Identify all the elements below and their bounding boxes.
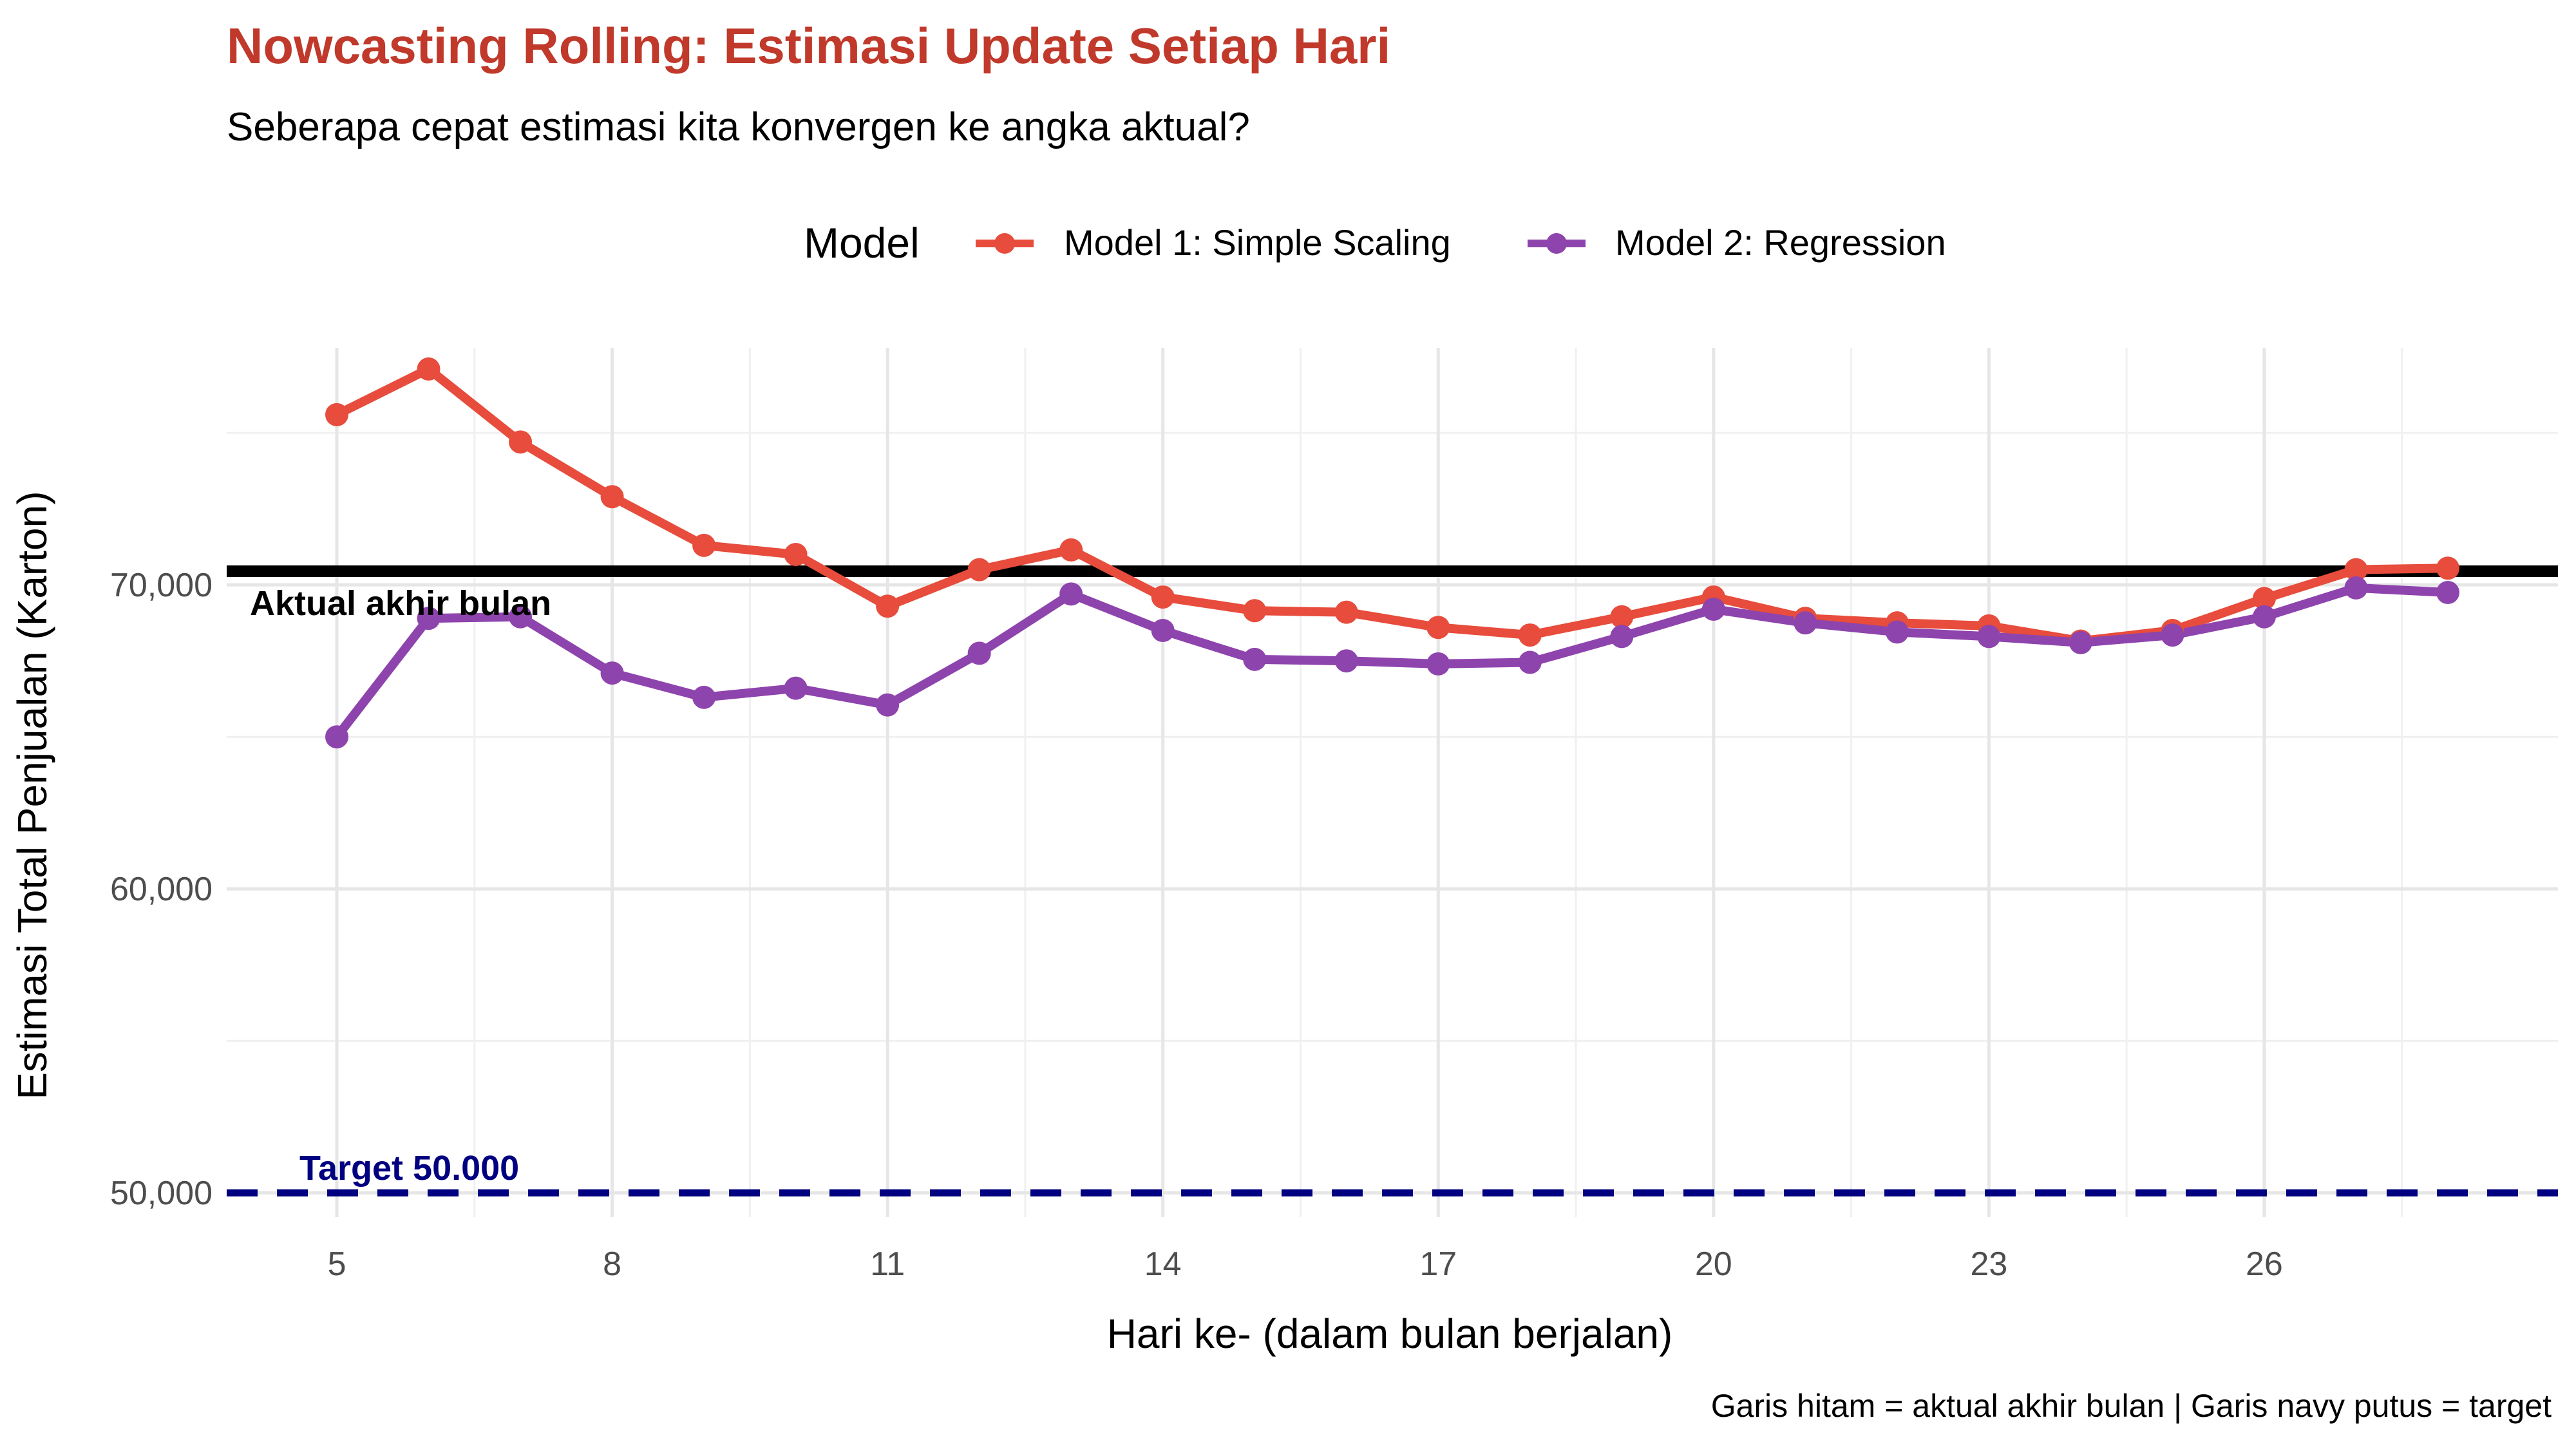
data-point-model-1 — [1334, 600, 1358, 624]
data-point-model-1 — [2344, 558, 2368, 582]
data-point-model-1 — [876, 594, 900, 618]
data-point-model-2 — [1334, 649, 1358, 673]
data-point-model-2 — [417, 607, 440, 630]
legend: Model Model 1: Simple Scaling Model 2: R… — [804, 219, 1946, 267]
data-point-model-1 — [967, 558, 991, 582]
data-point-model-2 — [1426, 652, 1450, 676]
data-point-model-2 — [1885, 620, 1909, 644]
chart-title: Nowcasting Rolling: Estimasi Update Seti… — [227, 17, 1390, 74]
data-point-model-1 — [1243, 599, 1267, 623]
data-point-model-2 — [509, 605, 533, 629]
chart-subtitle: Seberapa cepat estimasi kita konvergen k… — [227, 105, 1250, 149]
x-axis-ticks: 5 8 11 14 17 20 23 26 — [328, 1245, 2283, 1283]
data-point-model-1 — [1610, 605, 1634, 629]
data-point-model-1 — [1151, 585, 1175, 609]
data-point-model-1 — [2436, 556, 2459, 580]
data-point-model-2 — [600, 661, 624, 685]
data-point-model-2 — [1151, 618, 1175, 642]
x-tick-label: 14 — [1144, 1245, 1182, 1283]
data-point-model-2 — [1518, 650, 1542, 674]
data-point-model-2 — [2344, 576, 2368, 600]
data-point-model-2 — [1977, 625, 2001, 649]
series-lines — [332, 365, 2452, 742]
data-point-model-2 — [2161, 623, 2184, 647]
y-axis-title: Estimasi Total Penjualan (Karton) — [9, 491, 55, 1099]
series-line-model-2 — [332, 583, 2452, 742]
chart-caption: Garis hitam = aktual akhir bulan | Garis… — [1711, 1388, 2552, 1424]
data-point-model-2 — [2436, 580, 2459, 604]
legend-title: Model — [804, 219, 920, 267]
legend-key-point-model-2 — [1546, 233, 1567, 254]
x-axis-title: Hari ke- (dalam bulan berjalan) — [1107, 1311, 1673, 1357]
y-tick-label: 50,000 — [110, 1175, 213, 1212]
x-tick-label: 20 — [1695, 1245, 1732, 1283]
y-tick-label: 60,000 — [110, 871, 213, 908]
x-tick-label: 17 — [1419, 1245, 1457, 1283]
series-points — [325, 357, 2459, 749]
data-point-model-1 — [1426, 616, 1450, 639]
x-tick-label: 11 — [870, 1245, 905, 1283]
data-point-model-2 — [784, 676, 808, 700]
actual-line-label: Aktual akhir bulan — [250, 584, 551, 623]
data-point-model-1 — [784, 542, 808, 566]
data-point-model-2 — [692, 685, 716, 709]
data-point-model-2 — [967, 641, 991, 665]
grid-minor — [227, 348, 2558, 1217]
data-point-model-1 — [509, 430, 533, 454]
target-line-label: Target 50.000 — [299, 1149, 519, 1188]
series-line-model-1 — [332, 365, 2452, 646]
legend-label-model-1: Model 1: Simple Scaling — [1064, 222, 1451, 263]
data-point-model-1 — [325, 402, 349, 426]
y-axis-ticks: 50,000 60,000 70,000 — [110, 567, 213, 1212]
data-point-model-1 — [1518, 623, 1542, 647]
data-point-model-2 — [1243, 647, 1267, 671]
data-point-model-2 — [1794, 611, 1817, 635]
x-tick-label: 26 — [2246, 1245, 2283, 1283]
data-point-model-2 — [2069, 630, 2092, 654]
data-point-model-2 — [1610, 625, 1634, 649]
x-tick-label: 23 — [1970, 1245, 2007, 1283]
legend-label-model-2: Model 2: Regression — [1615, 222, 1946, 263]
data-point-model-1 — [2252, 587, 2276, 611]
data-point-model-2 — [1701, 597, 1725, 621]
y-tick-label: 70,000 — [110, 567, 213, 604]
data-point-model-2 — [325, 725, 349, 749]
data-point-model-1 — [692, 533, 716, 557]
data-point-model-1 — [1059, 538, 1083, 562]
data-point-model-1 — [600, 485, 624, 509]
data-point-model-1 — [417, 357, 440, 381]
x-tick-label: 8 — [603, 1245, 621, 1283]
data-point-model-2 — [876, 693, 900, 717]
reference-lines — [227, 565, 2558, 1197]
data-point-model-2 — [1059, 582, 1083, 606]
x-tick-label: 5 — [328, 1245, 346, 1283]
legend-key-point-model-1 — [994, 233, 1015, 254]
data-point-model-2 — [2252, 605, 2276, 629]
